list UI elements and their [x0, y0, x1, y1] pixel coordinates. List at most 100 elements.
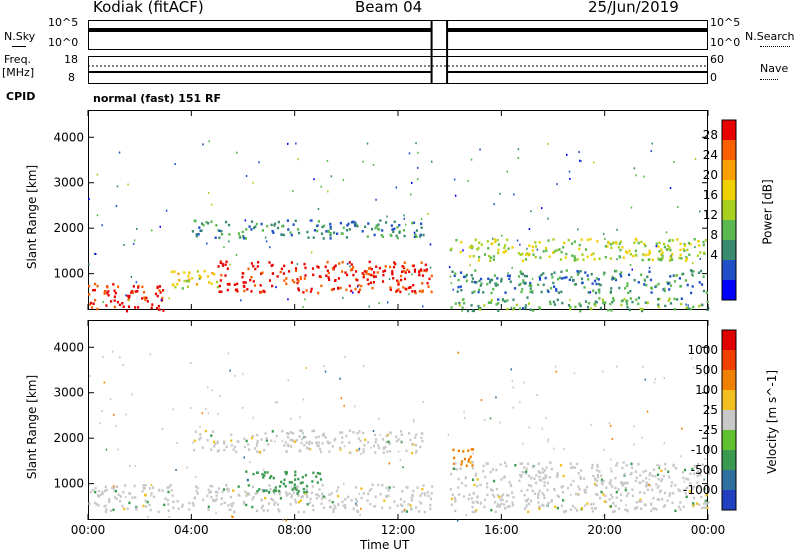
data-cell: [389, 450, 392, 453]
data-cell: [663, 504, 666, 507]
data-cell: [647, 258, 650, 261]
data-cell: [114, 291, 117, 295]
data-cell: [678, 489, 681, 493]
data-cell: [220, 290, 223, 293]
data-cell: [518, 307, 522, 310]
data-cell: [362, 273, 366, 277]
data-cell: [356, 500, 359, 503]
data-cell: [596, 463, 599, 467]
data-cell: [415, 433, 418, 437]
nsky-trace: [447, 28, 708, 32]
data-cell: [283, 279, 286, 282]
data-cell: [164, 497, 167, 500]
data-cell: [397, 280, 400, 284]
data-cell: [224, 274, 227, 277]
data-cell: [702, 240, 705, 244]
data-cell: [656, 463, 659, 467]
colorbar-tick-label: 100: [695, 383, 718, 397]
data-cell: [328, 499, 331, 502]
data-cell: [474, 510, 477, 513]
data-cell: [203, 269, 206, 273]
nsky-trace: [88, 28, 432, 32]
data-cell: [363, 270, 366, 273]
data-cell: [366, 499, 369, 502]
colorbar-tick-label: 500: [695, 363, 718, 377]
data-cell: [635, 254, 638, 257]
data-cell: [669, 275, 672, 278]
data-cell: [320, 497, 324, 501]
data-cell: [259, 291, 262, 294]
data-cell: [547, 217, 549, 220]
data-cell: [647, 253, 650, 256]
data-cell: [143, 487, 146, 490]
data-cell: [362, 276, 365, 279]
data-cell: [337, 503, 340, 506]
data-cell: [113, 289, 116, 292]
data-cell: [381, 235, 385, 238]
data-cell: [166, 498, 169, 502]
data-cell: [329, 237, 332, 240]
data-cell: [539, 277, 541, 280]
data-cell: [288, 492, 291, 495]
data-cell: [333, 439, 336, 442]
data-cell: [236, 290, 239, 293]
data-cell: [134, 306, 137, 309]
data-cell: [499, 463, 502, 466]
data-cell: [658, 241, 661, 244]
data-cell: [297, 490, 300, 493]
data-cell: [586, 305, 590, 309]
data-cell: [274, 501, 277, 504]
data-cell: [558, 276, 561, 279]
data-cell: [614, 486, 617, 490]
data-cell: [663, 242, 666, 246]
data-cell: [272, 476, 275, 480]
data-cell: [457, 449, 460, 453]
cpid-label: CPID: [6, 90, 36, 103]
data-cell: [166, 486, 169, 489]
data-cell: [612, 297, 615, 300]
data-cell: [611, 437, 614, 440]
data-cell: [704, 502, 707, 505]
data-cell: [553, 251, 556, 254]
data-cell: [496, 505, 499, 508]
data-cell: [265, 437, 268, 440]
data-cell: [449, 275, 452, 278]
data-cell: [681, 471, 685, 474]
data-cell: [382, 270, 385, 273]
data-cell: [478, 288, 481, 292]
data-cell: [374, 226, 377, 230]
colorbar-swatch: [722, 280, 736, 301]
data-cell: [578, 151, 580, 153]
data-cell: [382, 451, 385, 455]
data-cell: [644, 301, 647, 304]
data-cell: [538, 475, 541, 479]
data-cell: [622, 256, 625, 259]
data-cell: [291, 488, 294, 491]
data-cell: [406, 268, 409, 272]
data-cell: [305, 488, 308, 491]
data-cell: [280, 267, 283, 271]
data-cell: [408, 270, 411, 273]
data-cell: [705, 493, 708, 497]
data-cell: [678, 256, 681, 260]
data-cell: [410, 508, 413, 511]
data-cell: [256, 450, 259, 453]
data-cell: [551, 276, 554, 279]
data-cell: [181, 287, 184, 290]
data-cell: [300, 441, 303, 445]
data-cell: [357, 284, 360, 287]
data-cell: [288, 270, 291, 273]
data-cell: [421, 440, 424, 443]
data-cell: [218, 290, 221, 293]
data-cell: [576, 273, 579, 276]
data-cell: [595, 277, 598, 280]
data-cell: [317, 435, 320, 438]
data-cell: [123, 244, 125, 246]
data-cell: [226, 283, 229, 286]
data-cell: [242, 284, 245, 288]
data-cell: [618, 242, 621, 245]
data-cell: [113, 495, 116, 499]
data-cell: [517, 148, 520, 151]
data-cell: [708, 472, 711, 475]
data-cell: [511, 246, 514, 249]
